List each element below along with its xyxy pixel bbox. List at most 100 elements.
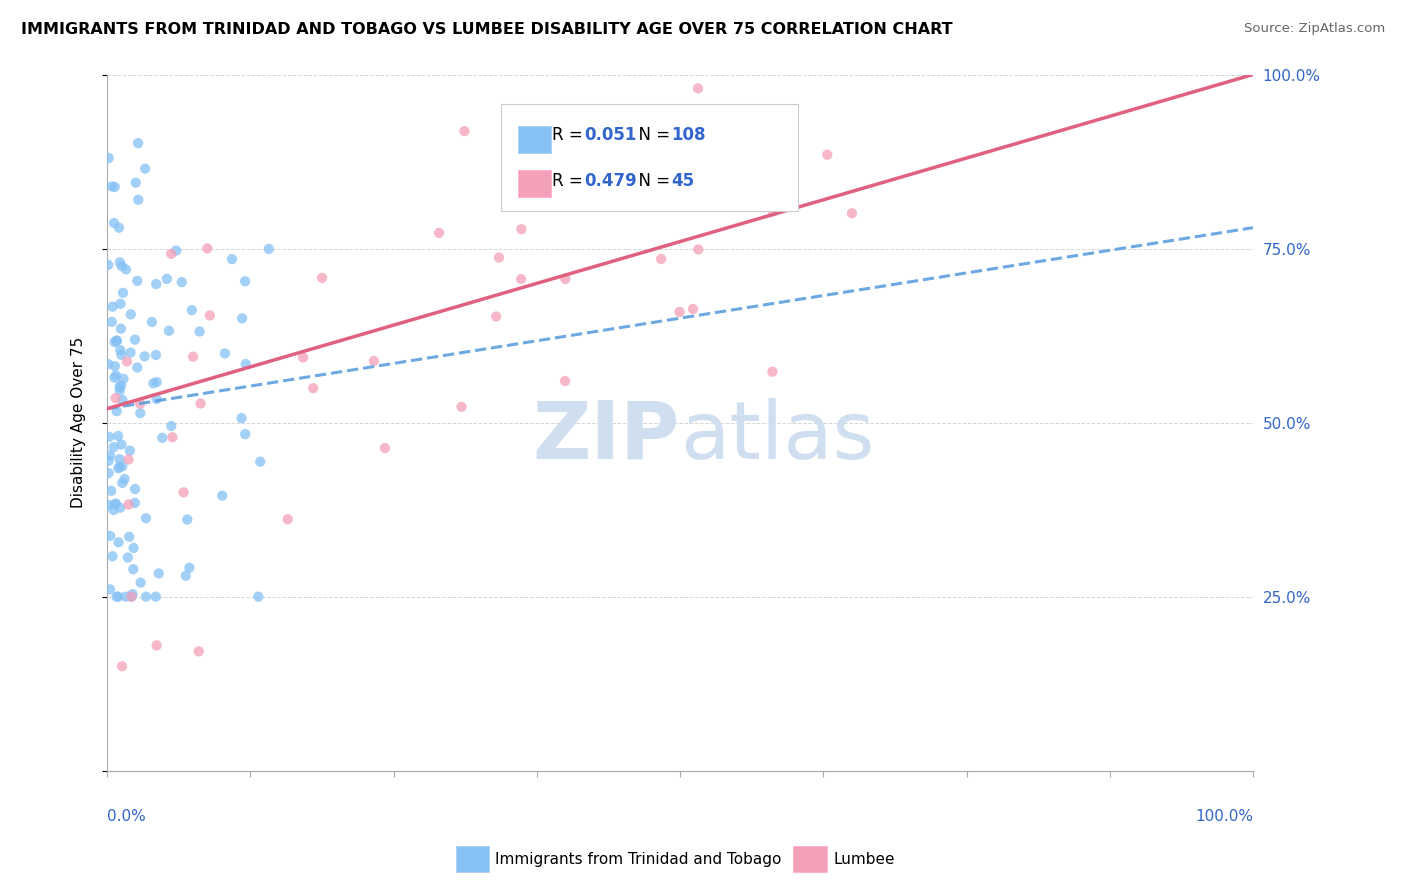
Point xyxy=(110,343,132,358)
Point xyxy=(115,262,138,277)
Point xyxy=(134,349,156,363)
Point xyxy=(174,568,197,582)
Point xyxy=(111,475,134,490)
Point xyxy=(107,590,129,604)
Point xyxy=(97,466,120,480)
Point xyxy=(107,429,129,443)
Point xyxy=(107,461,129,475)
Point xyxy=(114,472,136,486)
Point xyxy=(104,496,127,510)
Point xyxy=(103,370,125,384)
Point xyxy=(233,427,256,442)
Point xyxy=(688,243,710,257)
Point xyxy=(118,530,141,544)
Point xyxy=(450,400,472,414)
Point xyxy=(105,334,128,348)
Text: 0.0%: 0.0% xyxy=(107,809,146,824)
Point xyxy=(231,411,253,425)
Point xyxy=(427,226,450,240)
Point xyxy=(668,305,690,319)
Point xyxy=(103,503,125,517)
Text: 100.0%: 100.0% xyxy=(1195,809,1253,824)
Point xyxy=(120,590,142,604)
Point xyxy=(374,441,396,455)
Point xyxy=(162,430,184,444)
Point xyxy=(762,204,785,219)
Point xyxy=(122,562,145,576)
Point xyxy=(118,443,141,458)
Point xyxy=(110,437,132,451)
Text: R =: R = xyxy=(551,172,588,190)
Point xyxy=(188,325,211,339)
Point xyxy=(122,541,145,555)
Point xyxy=(110,348,132,362)
Point xyxy=(101,315,124,329)
Point xyxy=(510,222,533,236)
Point xyxy=(160,419,183,434)
Point xyxy=(108,452,131,467)
Text: 0.479: 0.479 xyxy=(585,172,637,190)
Text: ZIP: ZIP xyxy=(533,398,681,475)
Point xyxy=(586,143,609,157)
Text: atlas: atlas xyxy=(681,398,875,475)
Point xyxy=(127,360,149,375)
Point xyxy=(103,216,125,230)
Point xyxy=(686,81,709,95)
Point xyxy=(758,127,780,141)
Text: 0.051: 0.051 xyxy=(585,126,637,144)
Point xyxy=(124,482,146,496)
Point xyxy=(104,359,127,374)
Point xyxy=(111,392,134,407)
Point xyxy=(165,244,187,258)
Point xyxy=(108,384,131,398)
Point xyxy=(135,590,157,604)
Text: Lumbee: Lumbee xyxy=(834,853,896,867)
Point xyxy=(105,590,128,604)
Point xyxy=(554,374,576,388)
Point xyxy=(134,161,156,176)
Point xyxy=(98,529,121,543)
Point xyxy=(110,321,132,335)
Point xyxy=(135,511,157,525)
Point xyxy=(110,297,132,311)
Point xyxy=(97,357,120,371)
Point xyxy=(156,272,179,286)
Point xyxy=(501,187,523,202)
Point xyxy=(98,430,121,444)
Point xyxy=(114,590,136,604)
Point xyxy=(104,391,127,405)
Point xyxy=(103,440,125,454)
Point xyxy=(170,275,193,289)
Point xyxy=(111,259,134,273)
Point xyxy=(115,354,138,368)
Point xyxy=(157,324,180,338)
Point xyxy=(124,496,146,510)
Point xyxy=(761,365,783,379)
Point xyxy=(485,310,508,324)
Point xyxy=(110,378,132,392)
Point xyxy=(108,255,131,269)
Point xyxy=(97,258,120,272)
Point xyxy=(98,449,121,463)
Point xyxy=(145,348,167,362)
Point xyxy=(129,575,152,590)
Text: Immigrants from Trinidad and Tobago: Immigrants from Trinidad and Tobago xyxy=(495,853,782,867)
Point xyxy=(311,271,333,285)
Point xyxy=(195,241,218,255)
Point xyxy=(129,406,152,420)
Point xyxy=(141,315,163,329)
Point xyxy=(101,179,124,194)
Point xyxy=(160,247,183,261)
Point xyxy=(187,644,209,658)
Point xyxy=(97,454,120,468)
Point xyxy=(125,176,148,190)
Point xyxy=(104,497,127,511)
Point xyxy=(100,483,122,498)
Point xyxy=(108,460,131,475)
Point xyxy=(180,303,202,318)
Point xyxy=(111,285,134,300)
Point xyxy=(127,136,149,150)
Point xyxy=(124,333,146,347)
Point xyxy=(302,381,325,395)
Point xyxy=(176,512,198,526)
